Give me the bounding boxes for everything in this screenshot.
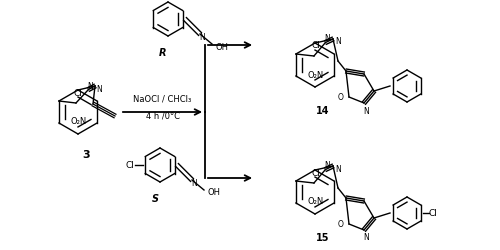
Text: Cl: Cl [312,41,320,50]
Text: Cl: Cl [312,168,320,177]
Text: NaOCl / CHCl₃: NaOCl / CHCl₃ [134,94,192,103]
Text: 3: 3 [82,150,90,159]
Text: O: O [338,93,344,102]
Text: 4 h /0°C: 4 h /0°C [146,111,180,120]
Text: 14: 14 [316,106,330,116]
Text: N: N [324,34,330,43]
Text: OH: OH [208,188,220,197]
Text: Cl: Cl [126,161,134,170]
Text: O₂N: O₂N [71,117,87,126]
Text: O: O [338,220,344,228]
Text: N: N [363,232,369,241]
Text: OH: OH [216,42,228,51]
Text: N: N [335,164,341,173]
Text: N: N [88,82,94,91]
Text: 15: 15 [316,232,330,242]
Text: Cl: Cl [74,89,82,98]
Text: R: R [160,48,167,58]
Text: N: N [199,33,205,42]
Text: O₂N: O₂N [308,70,324,79]
Text: N: N [96,84,102,93]
Text: N: N [363,106,369,115]
Text: N: N [324,160,330,169]
Text: O₂N: O₂N [308,197,324,206]
Text: S: S [152,193,158,203]
Text: N: N [335,37,341,46]
Text: Cl: Cl [428,209,438,218]
Text: N: N [191,179,197,188]
